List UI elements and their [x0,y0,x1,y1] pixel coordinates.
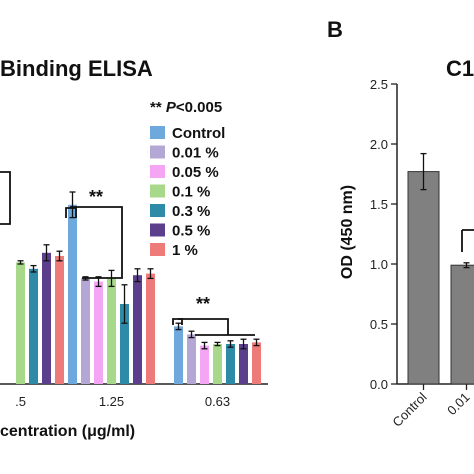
bar-0-1-group-1 [16,262,25,384]
y-tick-label: 2.5 [370,77,388,92]
significance-cap-group-3 [172,318,183,325]
error-bar [30,264,37,273]
chart-b-title: C1 [446,56,474,81]
x-tick-label: 0.01 [444,390,473,419]
bar-1-group-1 [55,256,64,384]
legend-swatch [150,204,165,217]
error-bar [201,341,208,350]
chart-b-x-ticks: Control 0.01 [389,384,473,430]
bar-0-5-group-2 [133,275,142,384]
bar-0-3-group-1 [29,268,38,384]
bar-0-01 [450,264,474,385]
bar-control-group-3 [174,326,183,384]
legend-pvalue: ** P<0.005 [150,99,222,116]
chart-a-xlabel: centration (μg/ml) [0,423,135,440]
bar-1-group-2 [146,273,155,384]
error-bar [147,268,154,280]
chart-a-legend: Control 0.01 % 0.05 % 0.1 % 0.3 % 0.5 % 1 % [150,125,225,259]
legend-swatch [150,126,165,139]
error-bar [253,338,260,347]
x-tick-label: Control [389,389,429,429]
error-bar [420,152,427,191]
error-bar [227,340,234,348]
error-bar [463,262,470,269]
legend-item: 1 % [150,242,198,259]
bar-0-5-group-3 [239,344,248,384]
significance-bracket-group-3 [178,318,255,336]
error-bar [240,338,247,350]
chart-a-bars [16,191,261,384]
bar-0-05-group-3 [200,345,209,384]
bar-0-3-group-3 [226,344,235,384]
x-tick-label: .5 [15,394,26,409]
y-tick-label: 2.0 [370,137,388,152]
legend-item: 0.5 % [150,223,210,240]
legend-label: Control [172,125,225,142]
legend-label: 0.3 % [172,203,210,220]
bar-0-5-group-1 [42,252,51,384]
chart-a-x-ticks: .5 1.25 0.63 [15,394,230,409]
chart-b-bars [407,152,474,385]
error-bar [214,341,221,347]
x-tick-label: 1.25 [99,394,124,409]
bar-1-group-3 [252,342,261,384]
y-tick-label: 0.0 [370,377,388,392]
legend-swatch [150,223,165,237]
chart-a-title: Binding ELISA [0,56,153,81]
significance-bracket-group-1 [0,171,11,225]
y-tick-label: 1.0 [370,257,388,272]
legend-item: Control [150,125,225,142]
legend-label: 0.5 % [172,223,210,240]
legend-item: 0.3 % [150,203,210,220]
legend-item: 0.1 % [150,184,210,201]
error-bar [43,244,50,262]
y-tick-label: 1.5 [370,197,388,212]
legend-swatch [150,165,165,178]
chart-b-y-ticks: 0.0 0.5 1.0 1.5 2.0 2.5 [370,77,397,392]
panel-b-label: B [327,17,343,42]
error-bar [175,322,182,331]
bar-0-1-group-3 [213,344,222,384]
chart-b-significance-bracket [461,229,474,252]
bar-0-01-group-3 [187,334,196,384]
chart-a-significance: ** ** [0,171,255,336]
significance-stars: ** [196,294,210,314]
error-bar [134,268,141,283]
error-bar [17,260,24,265]
bar-0-1-group-2 [107,278,116,384]
bar-control [407,171,440,385]
y-tick-label: 0.5 [370,317,388,332]
legend-item: 0.05 % [150,164,219,181]
error-bar [121,284,128,324]
legend-swatch [150,243,165,256]
bar-0-01-group-2 [81,278,90,384]
error-bar [69,191,76,219]
legend-swatch [150,184,165,198]
legend-label: 0.01 % [172,145,219,162]
legend-item: 0.01 % [150,145,219,162]
legend-label: 1 % [172,242,198,259]
bar-0-05-group-2 [94,281,103,384]
bar-0-3-group-2 [120,304,129,384]
error-bar [56,250,63,262]
x-tick-label: 0.63 [205,394,230,409]
error-bar [188,330,195,339]
significance-stars: ** [89,187,103,207]
significance-bracket-group-2 [70,206,123,279]
legend-label: 0.05 % [172,164,219,181]
bar-control-group-2 [68,204,77,384]
legend-label: 0.1 % [172,184,210,201]
chart-b-ylabel: OD (450 nm) [339,185,356,279]
legend-swatch [150,145,165,159]
